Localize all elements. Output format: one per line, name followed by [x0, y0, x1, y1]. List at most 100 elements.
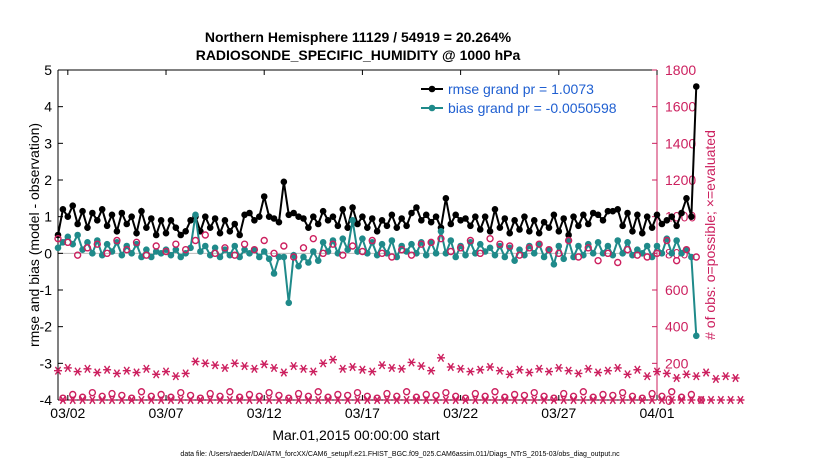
data-point-rmse: [403, 222, 410, 230]
data-point-possible: [358, 247, 367, 256]
data-point-possible: [93, 240, 101, 248]
data-point-rmse: [491, 206, 499, 213]
data-point-possible: [530, 388, 538, 397]
star-stroke: [315, 395, 322, 405]
data-point-bias: [516, 246, 523, 253]
data-point-rmse: [310, 213, 317, 220]
star-stroke: [373, 395, 381, 405]
data-point-rmse: [501, 215, 509, 222]
data-point-bias: [172, 246, 180, 253]
data-point-evaluated: [54, 366, 62, 375]
data-point-rmse: [481, 213, 489, 220]
data-point-possible: [427, 238, 435, 247]
x-axis-label: Mar.01,2015 00:00:00 start: [272, 427, 439, 443]
data-point-rmse: [89, 209, 96, 217]
star-stroke: [624, 370, 631, 379]
legend-label: bias grand pr = -0.0050598: [448, 100, 617, 116]
star-stroke: [614, 363, 621, 373]
star-stroke: [305, 395, 312, 405]
star-stroke: [324, 395, 332, 405]
data-point-bias: [231, 242, 239, 250]
star-stroke: [64, 363, 71, 373]
data-point-evaluated: [240, 361, 249, 371]
data-point-bias: [452, 253, 459, 261]
data-point-evaluated: [382, 395, 391, 405]
data-point-bias: [496, 242, 504, 250]
data-point-possible: [103, 249, 111, 258]
data-point-evaluated: [88, 395, 97, 405]
data-point-possible: [510, 390, 519, 399]
data-point-possible: [206, 389, 214, 398]
data-point-possible: [633, 251, 642, 259]
data-point-evaluated: [603, 366, 612, 375]
star-stroke: [369, 367, 376, 376]
star-stroke: [437, 353, 445, 363]
data-point-possible: [368, 236, 376, 245]
data-point-rmse: [383, 222, 391, 230]
data-point-possible: [471, 389, 480, 398]
data-point-rmse: [138, 207, 145, 215]
data-point-evaluated: [171, 371, 180, 381]
data-point-bias: [545, 246, 553, 253]
data-point-possible: [594, 256, 602, 265]
star-stroke: [167, 395, 175, 405]
data-point-possible: [211, 249, 219, 258]
data-point-bias: [143, 246, 150, 253]
data-point-rmse: [221, 217, 229, 224]
star-stroke: [506, 370, 513, 379]
data-point-bias: [427, 239, 435, 246]
star-stroke: [403, 395, 410, 405]
data-point-possible: [64, 238, 72, 247]
data-point-evaluated: [535, 364, 544, 374]
data-point-possible: [73, 251, 82, 259]
data-point-evaluated: [265, 395, 274, 405]
data-point-bias: [133, 240, 140, 248]
data-point-rmse: [638, 229, 646, 237]
star-stroke: [216, 395, 224, 405]
data-point-possible: [240, 240, 249, 248]
data-point-evaluated: [78, 395, 87, 405]
star-stroke: [683, 370, 690, 379]
data-point-evaluated: [721, 371, 730, 381]
y-axis-label-right: # of obs: o=possible; ×=evaluated: [702, 130, 718, 340]
data-point-rmse: [422, 211, 430, 219]
data-point-possible: [623, 245, 632, 254]
data-point-evaluated: [653, 367, 661, 376]
data-point-evaluated: [500, 395, 509, 405]
data-point-rmse: [59, 206, 67, 213]
star-stroke: [265, 395, 273, 405]
data-point-possible: [132, 238, 141, 247]
star-stroke: [275, 395, 283, 405]
star-stroke: [511, 395, 518, 405]
y-tick-label-right: 400: [665, 319, 689, 335]
data-point-evaluated: [333, 395, 342, 405]
data-point-possible: [334, 390, 342, 399]
data-point-possible: [555, 249, 563, 258]
data-point-evaluated: [677, 395, 686, 405]
data-point-bias: [668, 250, 676, 257]
titles: Northern Hemisphere 11129 / 54919 = 20.2…: [196, 29, 521, 63]
data-point-bias: [678, 250, 685, 257]
data-point-rmse: [260, 193, 268, 200]
data-point-bias: [526, 242, 533, 250]
star-stroke: [143, 364, 150, 374]
data-point-rmse: [555, 228, 563, 235]
data-point-evaluated: [93, 368, 102, 377]
data-point-rmse: [349, 204, 356, 211]
data-point-rmse: [530, 217, 538, 224]
data-point-rmse: [373, 228, 381, 235]
data-point-rmse: [683, 195, 690, 202]
data-point-evaluated: [549, 395, 558, 405]
data-point-evaluated: [422, 395, 431, 405]
data-point-rmse: [152, 231, 160, 239]
data-point-rmse: [359, 213, 366, 220]
data-point-bias: [530, 250, 538, 257]
data-point-rmse: [442, 195, 450, 202]
star-stroke: [339, 364, 346, 374]
y-tick-label-left: -1: [40, 282, 53, 298]
data-point-possible: [437, 234, 445, 243]
data-point-evaluated: [191, 357, 200, 366]
data-point-possible: [69, 390, 77, 399]
star-stroke: [712, 374, 720, 384]
